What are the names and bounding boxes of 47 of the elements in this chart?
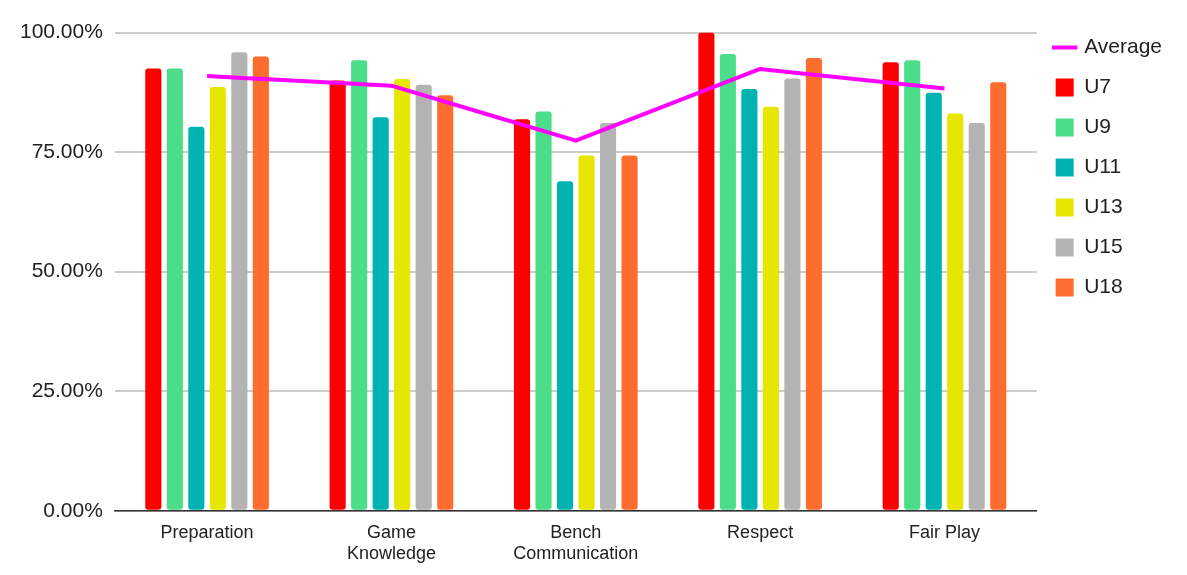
- y-tick-label: 75.00%: [31, 138, 103, 162]
- bar: [990, 82, 1007, 510]
- bar: [513, 119, 531, 510]
- bar: [762, 106, 779, 510]
- bar: [252, 56, 269, 510]
- bar: [329, 80, 346, 510]
- bar: [372, 117, 389, 510]
- y-tick-label: 25.00%: [31, 378, 103, 402]
- bar: [968, 122, 985, 510]
- x-tick-label: Bench Communication: [513, 521, 639, 564]
- legend-label: U11: [1084, 154, 1122, 178]
- legend-label: U9: [1084, 114, 1112, 138]
- bar: [947, 113, 964, 510]
- bar: [882, 62, 899, 510]
- legend-label: U15: [1084, 234, 1123, 258]
- x-tick-label: Game Knowledge: [346, 521, 436, 564]
- bar: [599, 122, 617, 510]
- y-tick-label: 50.00%: [31, 258, 103, 282]
- bar: [698, 32, 715, 510]
- bar: [719, 54, 736, 510]
- x-tick-label: Fair Play: [908, 521, 980, 542]
- bar: [188, 126, 205, 510]
- x-tick-label: Respect: [727, 521, 794, 542]
- bar: [351, 60, 368, 510]
- legend-label: Average: [1084, 34, 1163, 58]
- bar: [578, 155, 595, 510]
- bar: [415, 84, 432, 510]
- y-tick-label: 0.00%: [43, 497, 103, 521]
- y-tick-label: 100.00%: [20, 19, 103, 43]
- x-tick-label: Preparation: [160, 521, 254, 542]
- bar: [741, 89, 758, 510]
- bar: [145, 68, 162, 510]
- bar: [621, 155, 638, 510]
- bar: [904, 60, 921, 510]
- bar: [394, 78, 411, 510]
- bar: [166, 68, 183, 510]
- bar: [925, 92, 942, 510]
- bar: [784, 78, 801, 510]
- legend-label: U18: [1084, 274, 1123, 298]
- legend-label: U13: [1084, 194, 1123, 218]
- legend-label: U7: [1084, 74, 1112, 98]
- bar: [535, 111, 552, 510]
- bar: [231, 52, 248, 510]
- bar: [209, 87, 226, 510]
- bar: [805, 57, 822, 510]
- bar: [556, 181, 574, 510]
- bar: [437, 95, 454, 510]
